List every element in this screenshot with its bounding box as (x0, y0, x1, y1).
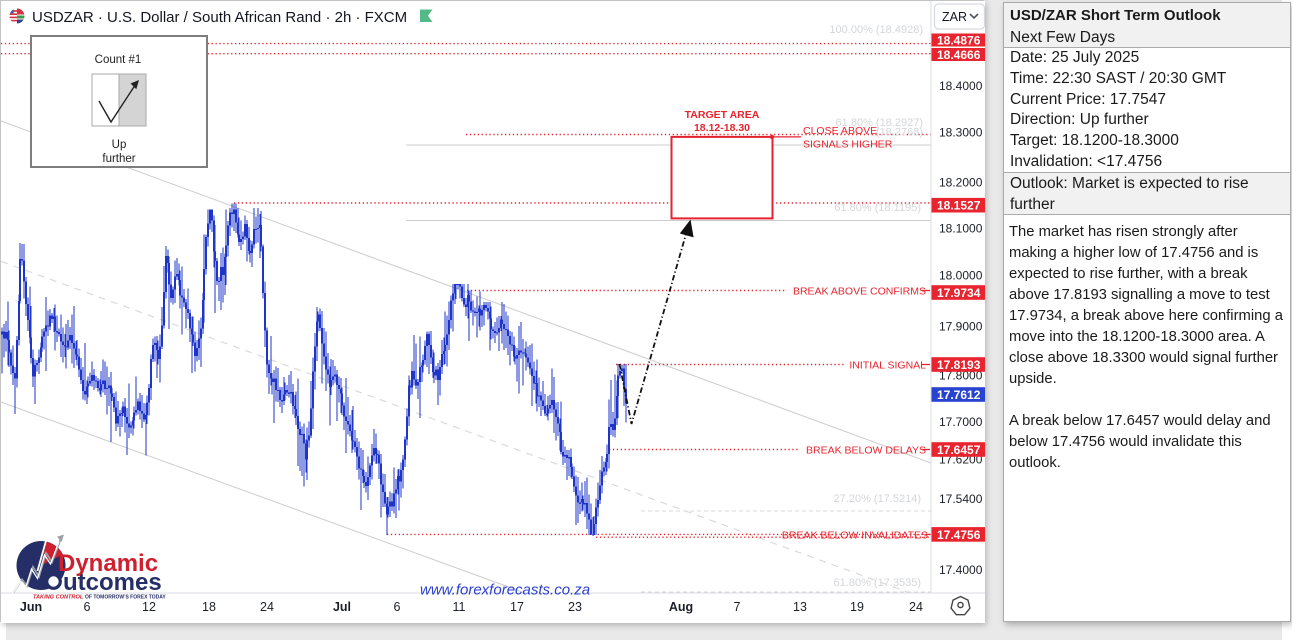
svg-text:INITIAL SIGNAL: INITIAL SIGNAL (849, 360, 926, 372)
svg-text:24: 24 (909, 600, 923, 614)
svg-text:6: 6 (84, 600, 91, 614)
svg-text:17.8193: 17.8193 (937, 358, 981, 372)
svg-text:61.80% (17.3535): 61.80% (17.3535) (834, 577, 921, 589)
svg-text:17.6457: 17.6457 (937, 443, 981, 457)
svg-text:SIGNALS HIGHER: SIGNALS HIGHER (803, 139, 893, 151)
svg-text:18.12-18.30: 18.12-18.30 (694, 122, 750, 134)
svg-text:18.4876: 18.4876 (937, 34, 981, 48)
svg-text:18.3000: 18.3000 (939, 126, 983, 140)
svg-text:TARGET AREA: TARGET AREA (685, 109, 760, 121)
svg-text:Count #1: Count #1 (95, 54, 142, 66)
svg-text:BREAK BELOW INVALIDATES: BREAK BELOW INVALIDATES (782, 530, 928, 542)
svg-text:17.4756: 17.4756 (937, 528, 981, 542)
svg-text:18.4666: 18.4666 (937, 48, 981, 62)
svg-text:18.1527: 18.1527 (937, 199, 981, 213)
svg-text:17.5400: 17.5400 (939, 492, 983, 506)
svg-text:27.20% (17.5214): 27.20% (17.5214) (834, 493, 921, 505)
svg-text:61.80% (18.2927): 61.80% (18.2927) (836, 117, 923, 129)
svg-text:18.0000: 18.0000 (939, 269, 983, 283)
svg-text:17.8000: 17.8000 (939, 369, 983, 383)
svg-text:17: 17 (510, 600, 524, 614)
svg-text:Aug: Aug (669, 600, 693, 614)
svg-text:6: 6 (394, 600, 401, 614)
svg-text:18.4000: 18.4000 (939, 79, 983, 93)
svg-text:24: 24 (260, 600, 274, 614)
svg-text:Jun: Jun (20, 600, 42, 614)
svg-text:17.9734: 17.9734 (937, 286, 981, 300)
svg-text:Dynamic: Dynamic (58, 550, 158, 577)
svg-text:utcomes: utcomes (63, 569, 162, 596)
svg-text:18: 18 (202, 600, 216, 614)
svg-text:Jul: Jul (333, 600, 351, 614)
svg-text:23: 23 (568, 600, 582, 614)
svg-text:12: 12 (142, 600, 156, 614)
svg-text:11: 11 (453, 600, 466, 614)
svg-text:17.7612: 17.7612 (937, 388, 981, 402)
svg-text:CLOSE ABOVE: CLOSE ABOVE (803, 125, 877, 137)
svg-text:100.00% (18.4928): 100.00% (18.4928) (829, 24, 923, 36)
svg-text:ZAR: ZAR (942, 10, 967, 24)
svg-text:18.2000: 18.2000 (939, 176, 983, 190)
svg-text:BREAK BELOW DELAYS: BREAK BELOW DELAYS (806, 445, 926, 457)
svg-text:17.4000: 17.4000 (939, 563, 983, 577)
svg-text:19: 19 (850, 600, 864, 614)
svg-text:17.9000: 17.9000 (939, 320, 983, 334)
svg-text:BREAK ABOVE CONFIRMS: BREAK ABOVE CONFIRMS (793, 286, 926, 298)
svg-text:USDZAR · U.S. Dollar / South A: USDZAR · U.S. Dollar / South African Ran… (32, 9, 407, 26)
svg-text:7: 7 (734, 600, 741, 614)
svg-text:17.7000: 17.7000 (939, 415, 983, 429)
svg-text:further: further (102, 153, 135, 165)
svg-text:www.forexforecasts.co.za: www.forexforecasts.co.za (420, 582, 590, 599)
svg-text:Up: Up (112, 139, 127, 151)
svg-text:18.1000: 18.1000 (939, 222, 983, 236)
svg-text:13: 13 (793, 600, 807, 614)
svg-text:TAKING CONTROL: TAKING CONTROL (33, 595, 84, 601)
svg-text:61.80% (18.1195): 61.80% (18.1195) (834, 202, 921, 214)
svg-text:OF TOMORROW’S FOREX TODAY: OF TOMORROW’S FOREX TODAY (85, 595, 166, 601)
svg-text:(18.2768): (18.2768) (876, 127, 923, 139)
